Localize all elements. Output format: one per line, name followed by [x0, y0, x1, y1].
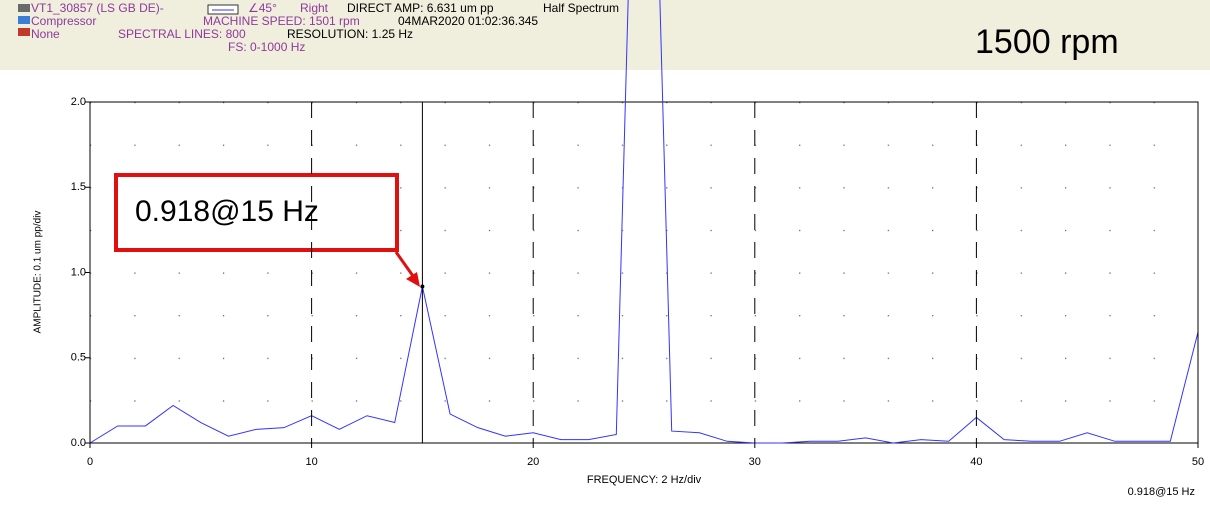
- x-tick-label: 10: [305, 456, 317, 468]
- annotation-arrowhead: [406, 272, 420, 287]
- machine-speed: MACHINE SPEED: 1501 rpm: [203, 14, 360, 28]
- alarm: None: [31, 27, 60, 41]
- cursor-point: [420, 284, 425, 289]
- y-tick-label: 0.0: [71, 437, 86, 449]
- cursor-readout: 0.918@15 Hz: [1128, 486, 1195, 498]
- full-scale: FS: 0-1000 Hz: [228, 40, 305, 54]
- point-name: VT1_30857 (LS GB DE)-: [31, 1, 164, 15]
- x-tick-label: 50: [1192, 456, 1204, 468]
- machine: Compressor: [31, 14, 96, 28]
- minor-grid: [90, 102, 1198, 443]
- y-tick-label: 1.5: [71, 181, 86, 193]
- y-tick-label: 1.0: [71, 266, 86, 278]
- spectrum-line: [89, 0, 1199, 444]
- x-axis-label: FREQUENCY: 2 Hz/div: [587, 474, 702, 486]
- icon: [18, 4, 30, 12]
- spectrum-mode: Half Spectrum: [543, 1, 619, 15]
- annotation-arrow: [394, 251, 415, 277]
- y-axis-label: AMPLITUDE: 0.1 um pp/div: [33, 211, 44, 334]
- plot: [89, 0, 1199, 444]
- side: Right: [300, 1, 329, 15]
- icon: [18, 16, 30, 24]
- annotation-box: [114, 173, 399, 252]
- spectral-lines: SPECTRAL LINES: 800: [118, 27, 246, 41]
- icon: [18, 28, 30, 36]
- x-tick-label: 40: [970, 456, 982, 468]
- speed-note: 1500 rpm: [975, 23, 1119, 61]
- y-tick-label: 2.0: [71, 96, 86, 108]
- resolution: RESOLUTION: 1.25 Hz: [287, 27, 413, 41]
- x-tick-label: 30: [749, 456, 761, 468]
- annotation: 0.918@15 Hz: [135, 195, 319, 228]
- y-tick-label: 0.5: [71, 352, 86, 364]
- direct-amp: DIRECT AMP: 6.631 um pp: [347, 1, 494, 15]
- timestamp: 04MAR2020 01:02:36.345: [398, 14, 538, 28]
- header-band: [0, 0, 1210, 70]
- angle: ∠45°: [248, 1, 277, 15]
- x-tick-label: 20: [527, 456, 539, 468]
- x-tick-label: 0: [87, 456, 93, 468]
